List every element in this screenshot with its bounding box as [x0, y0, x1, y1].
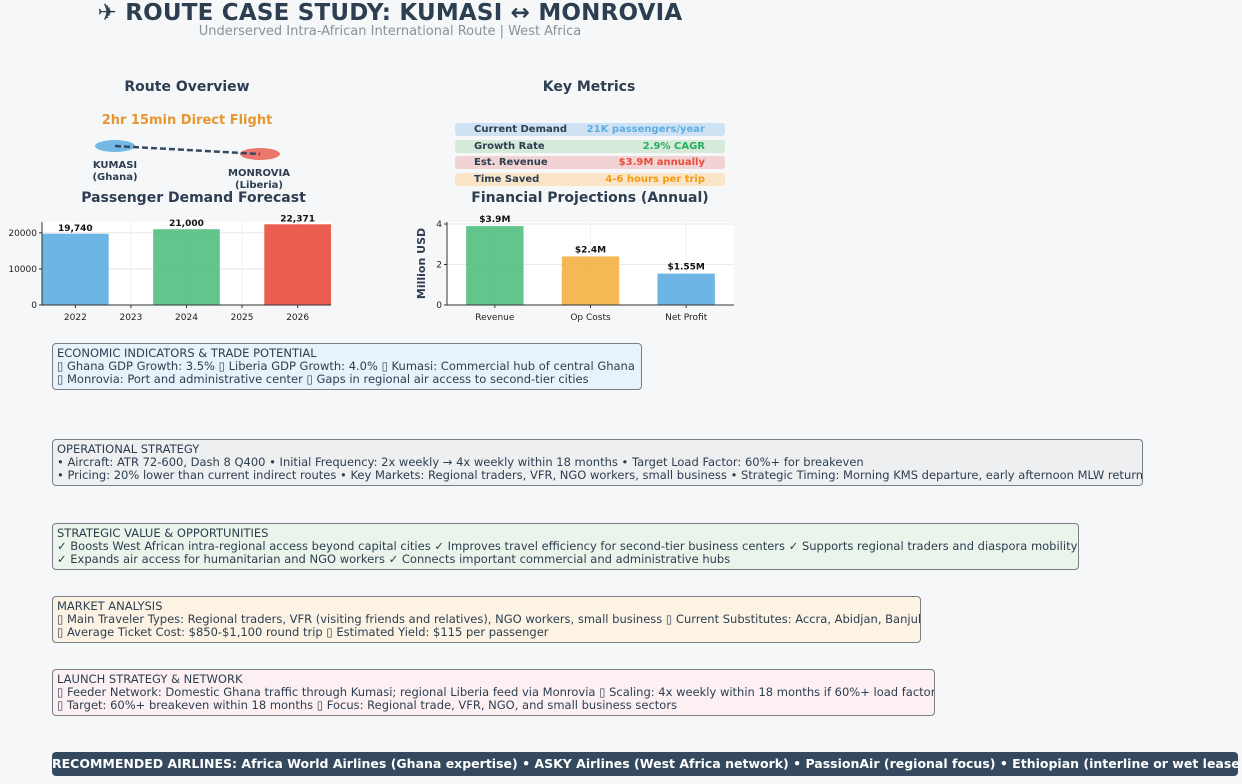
market-analysis-box: MARKET ANALYSIS ▯ Main Traveler Types: R… — [52, 596, 921, 643]
metric-label: Est. Revenue — [474, 157, 548, 168]
bar — [657, 273, 715, 305]
flight-duration-label: 2hr 15min Direct Flight — [101, 113, 273, 128]
bar — [561, 256, 620, 305]
operational-line-2: • Pricing: 20% lower than current indire… — [57, 468, 1143, 482]
market-line-2: ▯ Average Ticket Cost: $850-$1,100 round… — [57, 625, 549, 639]
y-tick-label: 2 — [436, 261, 442, 271]
page-title: ✈ ROUTE CASE STUDY: KUMASI ↔ MONROVIA — [97, 0, 683, 26]
data-label: 19,740 — [58, 224, 93, 234]
operational-title: OPERATIONAL STRATEGY — [57, 442, 200, 456]
page-subtitle: Underserved Intra-African International … — [198, 24, 582, 39]
bar — [466, 226, 524, 305]
data-label: $1.55M — [667, 263, 704, 273]
launch-strategy-box: LAUNCH STRATEGY & NETWORK ▯ Feeder Netwo… — [52, 669, 935, 716]
bar — [153, 229, 220, 305]
operational-strategy-box: OPERATIONAL STRATEGY • Aircraft: ATR 72-… — [52, 439, 1143, 486]
x-tick-label: Net Profit — [665, 313, 708, 323]
bar — [42, 233, 109, 305]
strategic-line-2: ✓ Expands air access for humanitarian an… — [57, 552, 731, 566]
demand-chart: 19,740 21,000 22,371 0 10000 20000 2022 2023 202… — [8, 214, 331, 323]
destination-name: MONROVIA — [228, 168, 290, 179]
strategic-value-box: STRATEGIC VALUE & OPPORTUNITIES ✓ Boosts… — [52, 523, 1079, 570]
strategic-line-1: ✓ Boosts West African intra-regional acc… — [57, 539, 1078, 553]
destination-country: (Liberia) — [235, 180, 283, 191]
economic-title: ECONOMIC INDICATORS & TRADE POTENTIAL — [57, 346, 317, 360]
route-overview-title: Route Overview — [124, 79, 250, 95]
x-tick-label: 2026 — [286, 313, 309, 323]
origin-name: KUMASI — [92, 160, 138, 171]
metric-value: 4-6 hours per trip — [605, 174, 705, 185]
route-line — [114, 144, 261, 156]
metric-time-saved: Time Saved 4-6 hours per trip — [455, 173, 725, 186]
data-label: 22,371 — [280, 214, 315, 224]
metric-value: 2.9% CAGR — [642, 141, 705, 152]
launch-line-1: ▯ Feeder Network: Domestic Ghana traffic… — [57, 685, 935, 699]
y-axis-label: Million USD — [415, 228, 428, 299]
metric-label: Current Demand — [474, 124, 568, 135]
demand-chart-title: Passenger Demand Forecast — [81, 190, 306, 206]
data-label: $3.9M — [479, 215, 510, 225]
origin-label: KUMASI (Ghana) — [75, 160, 155, 184]
metric-est-revenue: Est. Revenue $3.9M annually — [455, 156, 725, 169]
metric-label: Growth Rate — [474, 141, 545, 152]
data-label: 21,000 — [169, 219, 204, 229]
y-tick-label: 0 — [31, 301, 37, 311]
data-label: $2.4M — [575, 245, 606, 255]
metric-value: $3.9M annually — [618, 157, 705, 168]
launch-title: LAUNCH STRATEGY & NETWORK — [57, 672, 243, 686]
operational-line-1: • Aircraft: ATR 72-600, Dash 8 Q400 • In… — [57, 455, 864, 469]
metric-current-demand: Current Demand 21K passengers/year — [455, 123, 725, 136]
route-map — [95, 140, 280, 160]
recommended-airlines-banner: RECOMMENDED AIRLINES: Africa World Airli… — [52, 752, 1238, 776]
strategic-title: STRATEGIC VALUE & OPPORTUNITIES — [57, 526, 269, 540]
y-tick-label: 0 — [436, 301, 442, 311]
market-title: MARKET ANALYSIS — [57, 599, 163, 613]
y-tick-label: 10000 — [8, 265, 37, 275]
y-tick-label: 4 — [436, 220, 442, 230]
economic-line-1: ▯ Ghana GDP Growth: 3.5% ▯ Liberia GDP G… — [57, 359, 635, 373]
x-tick-label: 2022 — [64, 313, 87, 323]
economic-line-2: ▯ Monrovia: Port and administrative cent… — [57, 372, 589, 386]
y-tick-label: 20000 — [8, 229, 37, 239]
metric-label: Time Saved — [474, 174, 540, 185]
metric-value: 21K passengers/year — [586, 124, 705, 135]
launch-line-2: ▯ Target: 60%+ breakeven within 18 month… — [57, 698, 678, 712]
economic-indicators-box: ECONOMIC INDICATORS & TRADE POTENTIAL ▯ … — [52, 343, 642, 390]
market-line-1: ▯ Main Traveler Types: Regional traders,… — [57, 612, 921, 626]
x-tick-label: 2024 — [175, 313, 198, 323]
financial-chart: $3.9M Revenue $2.4M Op Costs $1.55M Net Profi… — [415, 215, 734, 323]
bar — [264, 224, 331, 305]
key-metrics-title: Key Metrics — [542, 79, 636, 95]
metric-growth-rate: Growth Rate 2.9% CAGR — [455, 140, 725, 153]
x-tick-label: 2025 — [231, 313, 254, 323]
destination-label: MONROVIA (Liberia) — [219, 168, 299, 192]
x-tick-label: Op Costs — [570, 313, 611, 323]
x-tick-label: 2023 — [119, 313, 142, 323]
origin-country: (Ghana) — [92, 172, 138, 183]
financial-chart-title: Financial Projections (Annual) — [471, 190, 709, 206]
x-tick-label: Revenue — [475, 313, 515, 323]
